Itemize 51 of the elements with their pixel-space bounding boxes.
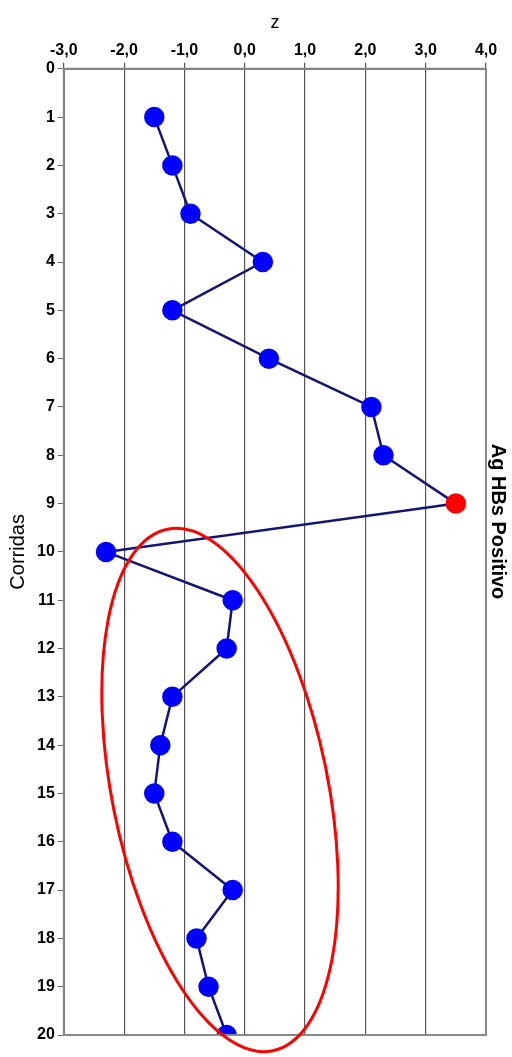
point [198,976,219,997]
point [144,106,165,128]
point [162,686,183,708]
point [150,734,171,756]
x-tick-label: 0,0 [233,40,256,58]
x-tick-label: 1,0 [293,40,317,58]
x-tick-label: 2,0 [354,40,377,58]
y-tick-label: 7 [45,397,55,415]
y-tick-label: 13 [37,687,55,705]
y-tick-label: 0 [45,59,55,77]
point [186,928,207,949]
point [258,348,280,369]
y-tick-label: 2 [45,155,55,173]
point [162,300,183,321]
y-tick-label: 12 [37,638,55,656]
x-axis-title: z [270,11,280,32]
y-tick-label: 11 [37,590,55,608]
y-tick-label: 19 [37,977,55,995]
x-tick-label: -1,0 [170,40,199,58]
point [162,831,183,853]
point [144,783,165,804]
point [180,203,201,224]
y-tick-label: 9 [45,494,55,511]
y-tick-label: 20 [37,1025,55,1043]
y-tick-label: 16 [37,832,55,850]
y-tick-label: 17 [37,880,55,898]
point [252,251,274,273]
point [216,638,237,659]
point [222,879,243,901]
y-tick-label: 14 [37,735,55,753]
x-tick-label: -3,0 [50,40,78,58]
y-tick-label: 3 [45,204,55,222]
x-tick-label: -2,0 [110,40,138,58]
point [222,589,243,611]
x-tick-label: 4,0 [474,40,498,58]
y-tick-label: 10 [37,542,55,560]
point [95,541,117,563]
y-axis-title: Corridas [5,514,28,590]
point [445,493,467,514]
y-tick-label: 15 [37,783,55,801]
y-tick-label: 1 [45,107,55,125]
point [373,445,394,466]
y-tick-label: 4 [45,252,55,270]
x-tick-label: 3,0 [414,40,437,58]
y-tick-label: 8 [45,445,55,463]
y-tick-label: 5 [45,300,55,318]
y-tick-label: 6 [45,349,55,367]
text: Ag HBs Positivo [488,443,511,600]
point [361,396,382,418]
point [162,155,183,176]
y-tick-label: 18 [37,928,55,946]
